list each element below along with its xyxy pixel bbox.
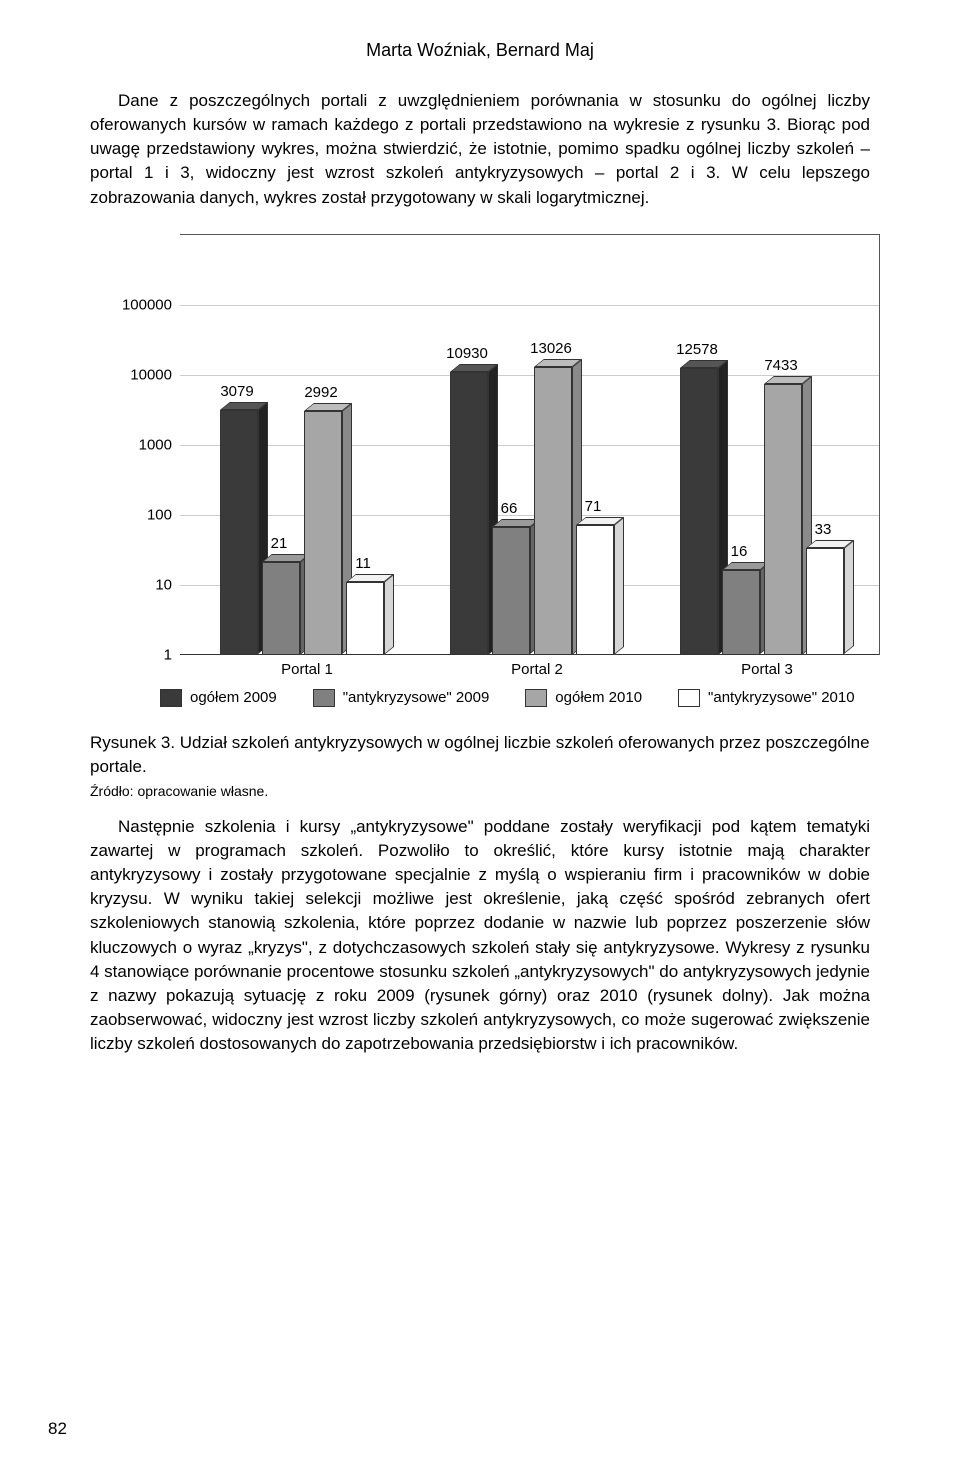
legend-item: "antykryzysowe" 2009 [313, 689, 490, 707]
bar: 71 [576, 525, 614, 655]
page-number: 82 [48, 1419, 67, 1439]
legend-label: ogółem 2009 [190, 689, 277, 706]
plot-area: 1101001000100001000003079212992111093066… [180, 234, 880, 655]
y-tick-label: 100 [102, 506, 172, 523]
bar-value-label: 3079 [220, 383, 253, 400]
figure-source: Źródło: opracowanie własne. [90, 783, 870, 799]
figure-3-chart: 1101001000100001000003079212992111093066… [90, 224, 890, 713]
bar: 7433 [764, 384, 802, 655]
bar-value-label: 21 [271, 535, 288, 552]
authors-line: Marta Woźniak, Bernard Maj [90, 40, 870, 61]
y-tick-label: 10000 [102, 366, 172, 383]
legend-swatch [525, 689, 547, 707]
bar-value-label: 16 [731, 543, 748, 560]
y-tick-label: 1 [102, 646, 172, 663]
bar-value-label: 11 [355, 555, 371, 572]
bar-value-label: 10930 [446, 345, 488, 362]
bar: 3079 [220, 410, 258, 654]
bar: 13026 [534, 367, 572, 655]
bar-value-label: 71 [585, 498, 602, 515]
legend: ogółem 2009 "antykryzysowe" 2009 ogółem 20… [160, 689, 880, 707]
bar: 66 [492, 527, 530, 654]
y-tick-label: 10 [102, 576, 172, 593]
bar-value-label: 33 [815, 521, 832, 538]
legend-label: "antykryzysowe" 2009 [343, 689, 490, 706]
x-category-label: Portal 1 [281, 661, 333, 678]
legend-item: ogółem 2010 [525, 689, 642, 707]
bar-value-label: 7433 [764, 357, 797, 374]
x-axis-labels: Portal 1 Portal 2 Portal 3 [180, 655, 880, 683]
gridline [180, 305, 879, 306]
bar-value-label: 66 [501, 500, 518, 517]
legend-item: ogółem 2009 [160, 689, 277, 707]
figure-caption: Rysunek 3. Udział szkoleń antykryzysowyc… [90, 731, 870, 779]
bar-value-label: 13026 [530, 340, 572, 357]
bar: 16 [722, 570, 760, 654]
bar: 11 [346, 582, 384, 655]
x-category-label: Portal 2 [511, 661, 563, 678]
bar: 12578 [680, 368, 718, 655]
y-tick-label: 100000 [102, 296, 172, 313]
y-tick-label: 1000 [102, 436, 172, 453]
bar-value-label: 12578 [676, 341, 718, 358]
legend-label: ogółem 2010 [555, 689, 642, 706]
legend-swatch [678, 689, 700, 707]
paragraph-2: Następnie szkolenia i kursy „antykryzyso… [90, 815, 870, 1056]
legend-swatch [160, 689, 182, 707]
x-category-label: Portal 3 [741, 661, 793, 678]
bar: 21 [262, 562, 300, 655]
legend-label: "antykryzysowe" 2010 [708, 689, 855, 706]
legend-item: "antykryzysowe" 2010 [678, 689, 855, 707]
legend-swatch [313, 689, 335, 707]
bar: 33 [806, 548, 844, 654]
bar: 2992 [304, 411, 342, 654]
bar-value-label: 2992 [304, 384, 337, 401]
bar: 10930 [450, 372, 488, 655]
paragraph-1: Dane z poszczególnych portali z uwzględn… [90, 89, 870, 210]
